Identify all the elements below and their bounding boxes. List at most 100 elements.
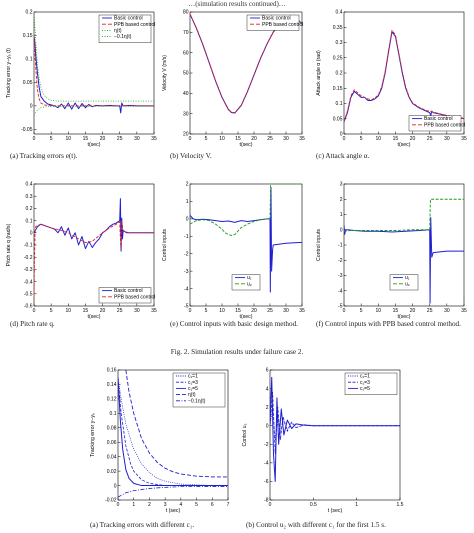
chart-h: 0 0.5 1 1.5 -8 -6 -4 -2 0 2 4 6 t (sec) Control u₂ c₁=… — [242, 368, 404, 529]
x-tick-label: 35 — [461, 308, 467, 314]
x-tick-label: 10 — [219, 308, 225, 314]
x-tick-label: 5 — [195, 502, 198, 508]
x-tick-label: 0 — [343, 308, 346, 314]
legend-box — [389, 274, 419, 291]
x-tick-label: 1.5 — [397, 502, 404, 508]
x-tick-label: 15 — [235, 308, 241, 314]
x-tick-label: 35 — [151, 308, 157, 314]
x-tick-label: 25 — [267, 136, 273, 142]
series-group — [190, 184, 302, 293]
y-tick-label: 0.4 — [336, 10, 343, 16]
x-tick-label: 25 — [117, 136, 123, 142]
legend-label: c₁=5 — [188, 386, 198, 392]
series-line-2 — [190, 184, 302, 236]
x-tick-label: 7 — [227, 502, 230, 508]
subfigure-caption: (a) Tracking errors e(t). — [10, 152, 78, 160]
subfigure-caption: (c) Attack angle α. — [316, 152, 369, 160]
y-tick-label: 50 — [183, 71, 189, 77]
y-tick-label: 0.2 — [26, 10, 33, 16]
subfigure-caption: (a) Tracking errors with different c₁. — [90, 521, 194, 529]
y-tick-label: -2 — [264, 442, 269, 448]
x-tick-label: 5 — [50, 136, 53, 142]
y-tick-label: -0.05 — [21, 127, 33, 133]
y-tick-label: 0.06 — [107, 440, 117, 446]
legend-label: Basic control — [114, 16, 143, 22]
y-tick-label: 0.15 — [23, 33, 33, 39]
y-tick-label: -0.4 — [24, 279, 33, 285]
legend-label: PPB based control — [114, 22, 155, 28]
x-tick-label: 15 — [83, 136, 89, 142]
y-tick-label: 80 — [183, 10, 189, 16]
series-group — [34, 12, 154, 116]
series-line-3 — [34, 12, 154, 102]
x-tick-label: 10 — [219, 136, 225, 142]
x-tick-label: 15 — [235, 136, 241, 142]
x-tick-label: 2 — [148, 502, 151, 508]
y-axis-label: Pitch rate q (rad/s) — [6, 223, 12, 266]
x-tick-label: 25 — [117, 308, 123, 314]
y-tick-label: 0 — [266, 423, 269, 429]
series-line-4 — [125, 370, 228, 478]
legend-box — [408, 115, 462, 132]
legend-box — [172, 372, 226, 408]
x-tick-label: 30 — [283, 308, 289, 314]
y-tick-label: 0.05 — [333, 116, 343, 122]
y-tick-label: -3 — [184, 269, 189, 275]
y-tick-label: -0.2 — [24, 255, 33, 261]
y-tick-label: 6 — [266, 368, 269, 374]
legend-box — [344, 372, 398, 395]
y-tick-label: -1 — [184, 234, 189, 240]
x-tick-label: 1 — [132, 502, 135, 508]
y-tick-label: 0.1 — [26, 57, 33, 63]
x-tick-label: 6 — [211, 502, 214, 508]
y-tick-label: 4 — [266, 386, 269, 392]
x-tick-label: 5 — [205, 136, 208, 142]
x-tick-label: 4 — [179, 502, 182, 508]
y-tick-label: 0.2 — [336, 71, 343, 77]
x-axis-label: t(sec) — [88, 314, 101, 320]
legend-label: c₁=3 — [188, 380, 198, 386]
x-tick-label: 1 — [355, 502, 358, 508]
x-tick-label: 10 — [66, 136, 72, 142]
x-tick-label: 10 — [66, 308, 72, 314]
x-tick-label: 25 — [427, 308, 433, 314]
x-tick-label: 0 — [189, 136, 192, 142]
legend-box — [231, 274, 261, 291]
x-tick-label: 20 — [251, 136, 257, 142]
x-tick-label: 0 — [343, 136, 346, 142]
subfigure-caption: (f) Control inputs with PPB based contro… — [316, 320, 461, 328]
x-tick-label: 30 — [134, 308, 140, 314]
x-tick-label: 30 — [444, 136, 450, 142]
figure-2-caption: Fig. 2. Simulation results under failure… — [171, 348, 304, 356]
y-tick-label: 0.16 — [107, 368, 117, 374]
x-axis-label: t(sec) — [398, 314, 411, 320]
legend: c₁=1c₁=3c₁=5 — [344, 372, 398, 395]
series-line-4 — [34, 105, 154, 116]
y-axis-label: Control u₂ — [242, 423, 248, 446]
series-line-1 — [34, 35, 154, 114]
chart-c: 0 5 10 15 20 25 30 35 0 0.05 0.1 0.15 0.2 0.25 0.3 0.35… — [316, 10, 467, 160]
y-axis-label: Tracking error y−yₑ (t) — [6, 48, 12, 98]
series-group — [270, 376, 400, 482]
y-tick-label: -3 — [338, 273, 343, 279]
y-axis-label: Attack angle α (rad) — [316, 50, 322, 96]
legend-label: PPB based control — [262, 22, 303, 28]
series-group — [34, 198, 154, 300]
y-tick-label: 0 — [30, 104, 33, 110]
series-line-1 — [190, 186, 302, 293]
legend-box — [98, 287, 152, 304]
x-axis-label: t(sec) — [240, 314, 253, 320]
y-tick-label: 0 — [30, 231, 33, 237]
x-tick-label: 35 — [299, 136, 305, 142]
y-tick-label: 30 — [183, 111, 189, 117]
top-caption: …(simulation results continued)… — [188, 0, 286, 8]
y-tick-label: -5 — [338, 304, 343, 310]
x-axis-label: t(sec) — [240, 142, 253, 148]
y-tick-label: 0 — [340, 132, 343, 138]
x-tick-label: 0 — [33, 308, 36, 314]
y-tick-label: 2 — [186, 182, 189, 188]
y-tick-label: 0 — [186, 217, 189, 223]
